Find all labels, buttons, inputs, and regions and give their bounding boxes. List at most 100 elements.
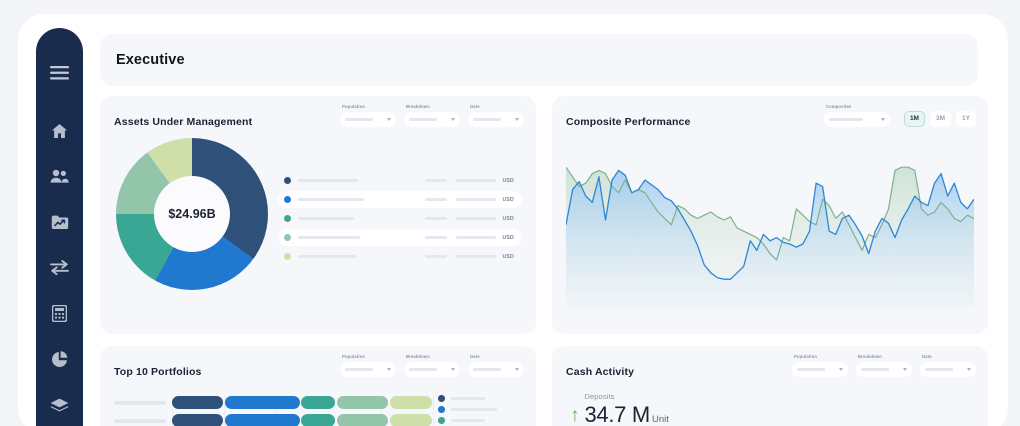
layers-icon[interactable] — [36, 382, 83, 426]
chevron-down-icon — [451, 117, 455, 121]
area-chart[interactable] — [565, 138, 975, 320]
select-box[interactable] — [404, 111, 460, 127]
filter-label: Breakdown — [406, 104, 430, 109]
select-box[interactable] — [823, 111, 890, 127]
stacked-bar-chart[interactable] — [114, 396, 434, 426]
legend-row[interactable]: USD — [278, 248, 522, 265]
legend-color-dot — [284, 177, 291, 184]
metric-deposits: ↑ Deposits 34.7 M Unit — [570, 392, 669, 426]
chevron-down-icon — [387, 367, 391, 371]
bar-segment[interactable] — [336, 414, 389, 426]
filter-date[interactable]: Date — [468, 104, 524, 127]
filter-population[interactable]: Population — [340, 354, 396, 377]
range-button-1m[interactable]: 1M — [903, 110, 925, 127]
filter-breakdown[interactable]: Breakdown — [404, 104, 460, 127]
filter-population[interactable]: Population — [792, 354, 848, 377]
select-value-placeholder — [861, 367, 889, 371]
bar-segment[interactable] — [224, 414, 300, 426]
bar-row[interactable] — [114, 414, 434, 426]
legend-value-placeholder — [425, 197, 448, 202]
select-value-placeholder — [345, 367, 373, 371]
users-icon[interactable] — [36, 154, 83, 200]
legend-color-dot — [284, 196, 291, 203]
legend-currency: USD — [502, 196, 514, 203]
legend-color-dot — [284, 215, 291, 222]
legend-row[interactable] — [438, 405, 530, 414]
bar-rows — [114, 396, 434, 426]
chevron-down-icon — [515, 117, 519, 121]
legend-label-placeholder — [298, 178, 358, 183]
select-box[interactable] — [340, 361, 396, 377]
select-value-placeholder — [409, 367, 437, 371]
bar-segment[interactable] — [389, 396, 433, 409]
legend-currency: USD — [502, 234, 514, 241]
filter-breakdown[interactable]: Breakdown — [856, 354, 912, 377]
donut-chart[interactable]: $24.96B — [116, 138, 268, 290]
select-box[interactable] — [468, 361, 524, 377]
legend-label-placeholder — [298, 235, 360, 240]
bar-segment[interactable] — [172, 396, 224, 409]
legend-row[interactable]: USD — [278, 229, 522, 246]
transfer-arrows-icon[interactable] — [36, 245, 83, 291]
card-title: Assets Under Management — [114, 116, 253, 128]
legend-amount-placeholder — [456, 178, 497, 183]
legend-row[interactable]: USD — [278, 191, 522, 208]
filter-group: Composites 1M 3M 1Y — [823, 104, 976, 127]
legend-label-placeholder — [298, 216, 354, 221]
card-title: Composite Performance — [566, 116, 691, 128]
legend-amount-placeholder — [456, 254, 497, 259]
legend-row[interactable]: USD — [278, 210, 522, 227]
card-title: Cash Activity — [566, 366, 635, 378]
calculator-icon[interactable] — [36, 291, 83, 337]
filter-label: Population — [342, 104, 366, 109]
legend-row[interactable]: USD — [278, 172, 522, 189]
bar-segment[interactable] — [224, 396, 300, 409]
filter-label: Date — [922, 354, 932, 359]
filter-composites[interactable]: Composites — [823, 104, 890, 127]
select-box[interactable] — [404, 361, 460, 377]
legend-color-dot — [438, 395, 445, 402]
select-box[interactable] — [856, 361, 912, 377]
bar-segment[interactable] — [389, 414, 433, 426]
filter-date[interactable]: Date — [920, 354, 976, 377]
page-title: Executive — [116, 52, 185, 68]
legend-row[interactable] — [438, 416, 530, 425]
bar-row[interactable] — [114, 396, 434, 409]
select-box[interactable] — [920, 361, 976, 377]
range-button-3m[interactable]: 3M — [929, 110, 951, 127]
filter-label: Breakdown — [406, 354, 430, 359]
select-box[interactable] — [468, 111, 524, 127]
filter-breakdown[interactable]: Breakdown — [404, 354, 460, 377]
chevron-down-icon — [839, 367, 843, 371]
home-icon[interactable] — [36, 108, 83, 154]
filter-group: Population Breakdown — [792, 354, 976, 377]
trend-up-arrow-icon: ↑ — [570, 405, 580, 426]
chart-folder-icon[interactable] — [36, 199, 83, 245]
donut-center: $24.96B — [154, 176, 230, 252]
donut-legend: USD USD USD USD USD — [278, 172, 522, 267]
filter-date[interactable]: Date — [468, 354, 524, 377]
hamburger-menu-icon[interactable] — [36, 50, 83, 96]
bar-segment[interactable] — [301, 396, 336, 409]
select-box[interactable] — [340, 111, 396, 127]
main-content: Executive Assets Under Management Popula… — [100, 28, 992, 426]
legend-color-dot — [284, 253, 291, 260]
pie-chart-icon[interactable] — [36, 337, 83, 383]
bar-segment[interactable] — [336, 396, 389, 409]
legend-amount-placeholder — [456, 235, 497, 240]
card-header: Top 10 Portfolios Population Breakdown — [100, 346, 536, 394]
select-value-placeholder — [409, 117, 437, 121]
bar-segment[interactable] — [172, 414, 224, 426]
select-box[interactable] — [792, 361, 848, 377]
select-value-placeholder — [473, 367, 501, 371]
chevron-down-icon — [515, 367, 519, 371]
chevron-down-icon — [880, 117, 885, 121]
range-button-1y[interactable]: 1Y — [956, 110, 976, 127]
legend-label-placeholder — [450, 419, 485, 422]
chart-gridlines — [114, 396, 434, 426]
card-header: Composite Performance Composites 1M 3M 1… — [552, 96, 988, 144]
sidebar — [36, 28, 83, 426]
filter-population[interactable]: Population — [340, 104, 396, 127]
legend-row[interactable] — [438, 394, 530, 403]
bar-segment[interactable] — [301, 414, 336, 426]
